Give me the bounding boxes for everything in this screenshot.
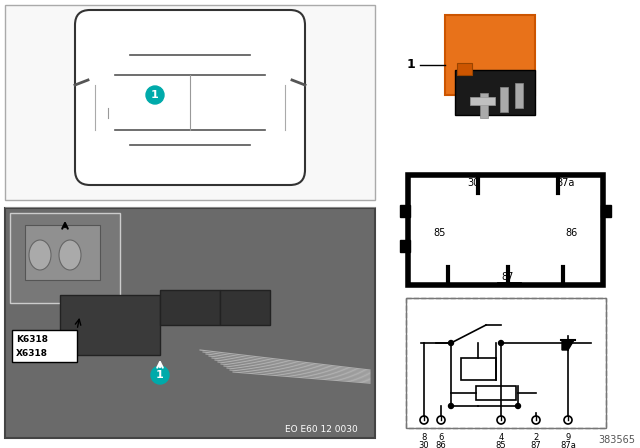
Circle shape <box>564 416 572 424</box>
Circle shape <box>420 416 428 424</box>
Bar <box>220 290 270 325</box>
Bar <box>12 330 77 362</box>
Text: 1: 1 <box>151 90 159 100</box>
Text: 30: 30 <box>467 178 479 188</box>
Bar <box>480 93 488 118</box>
Circle shape <box>437 416 445 424</box>
Text: 383565: 383565 <box>598 435 635 445</box>
Bar <box>470 97 495 105</box>
Bar <box>406 298 606 428</box>
Circle shape <box>532 416 540 424</box>
Bar <box>515 83 523 108</box>
Circle shape <box>499 340 504 345</box>
Text: 30: 30 <box>419 441 429 448</box>
Text: 86: 86 <box>565 228 577 238</box>
Bar <box>445 15 535 95</box>
Text: 4: 4 <box>499 433 504 442</box>
Text: 1: 1 <box>156 370 164 380</box>
Circle shape <box>449 404 454 409</box>
Text: 2: 2 <box>533 433 539 442</box>
Circle shape <box>151 366 169 384</box>
Bar <box>500 87 508 112</box>
Bar <box>408 175 603 285</box>
Bar <box>60 295 160 355</box>
Circle shape <box>515 404 520 409</box>
Circle shape <box>566 340 570 345</box>
Bar <box>461 358 496 380</box>
Text: 1: 1 <box>406 59 415 72</box>
Bar <box>455 70 535 115</box>
Text: 8: 8 <box>421 433 427 442</box>
Ellipse shape <box>59 240 81 270</box>
Bar <box>10 213 120 303</box>
FancyBboxPatch shape <box>75 10 305 185</box>
Bar <box>457 63 472 75</box>
Text: 9: 9 <box>565 433 571 442</box>
Text: 85: 85 <box>434 228 446 238</box>
Bar <box>406 298 606 428</box>
Ellipse shape <box>29 240 51 270</box>
Text: K6318: K6318 <box>16 336 48 345</box>
Text: 6: 6 <box>438 433 444 442</box>
Bar <box>476 386 516 400</box>
Bar <box>5 5 375 200</box>
Bar <box>25 225 100 280</box>
Bar <box>400 205 410 217</box>
Text: 85: 85 <box>496 441 506 448</box>
Bar <box>5 208 375 438</box>
Circle shape <box>497 416 505 424</box>
Text: 87a: 87a <box>557 178 575 188</box>
Bar <box>601 205 611 217</box>
Text: 86: 86 <box>436 441 446 448</box>
Circle shape <box>146 86 164 104</box>
Text: X6318: X6318 <box>16 349 48 358</box>
Text: 87: 87 <box>531 441 541 448</box>
Text: 87: 87 <box>502 272 514 282</box>
Polygon shape <box>562 340 574 350</box>
Text: EO E60 12 0030: EO E60 12 0030 <box>285 426 358 435</box>
Bar <box>400 240 410 252</box>
Circle shape <box>449 340 454 345</box>
Text: 87a: 87a <box>560 441 576 448</box>
Bar <box>160 290 220 325</box>
